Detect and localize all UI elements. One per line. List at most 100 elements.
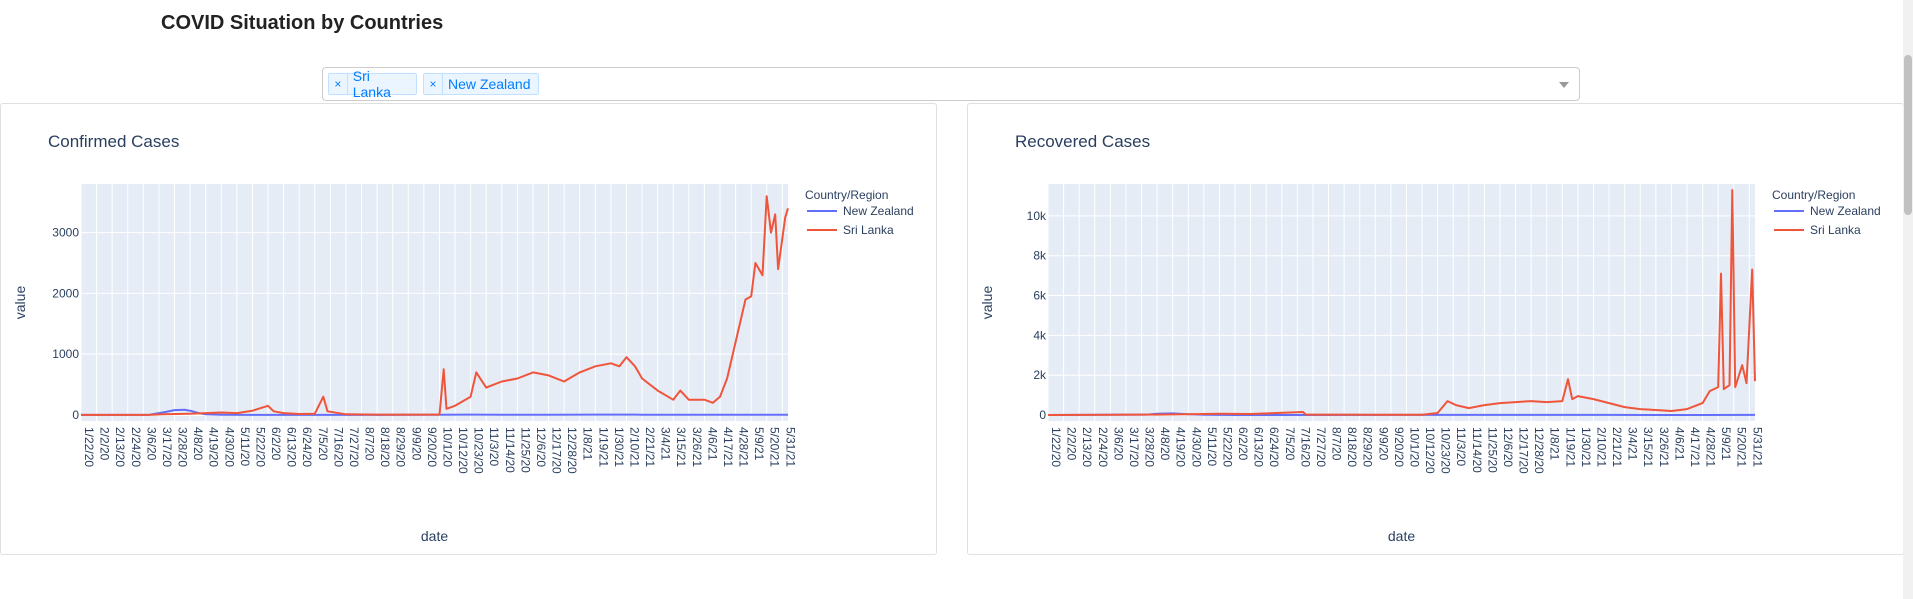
x-tick-label: 4/17/21 bbox=[721, 427, 735, 467]
x-tick-label: 1/30/21 bbox=[612, 427, 626, 467]
x-tick-label: 3/26/21 bbox=[690, 427, 704, 467]
x-tick-label: 8/18/20 bbox=[378, 427, 392, 467]
x-tick-label: 12/28/20 bbox=[565, 427, 579, 474]
chevron-down-icon[interactable] bbox=[1559, 82, 1569, 88]
y-tick-label: 8k bbox=[1033, 249, 1047, 263]
confirmed-cases-chart: Confirmed Cases 1/22/20 2/2/20 2/13/20 2/24/… bbox=[12, 132, 914, 544]
x-tick-label: 4/6/21 bbox=[1672, 427, 1686, 461]
x-tick-label: 9/20/20 bbox=[1392, 427, 1406, 467]
x-tick-label: 2/21/21 bbox=[643, 427, 657, 467]
x-tick-label: 3/17/20 bbox=[1127, 427, 1141, 467]
plot-area bbox=[1048, 184, 1755, 421]
x-tick-label: 4/28/21 bbox=[737, 427, 751, 467]
x-tick-label: 6/2/20 bbox=[1236, 427, 1250, 461]
x-tick-label: 9/20/20 bbox=[425, 427, 439, 467]
x-tick-label: 10/12/20 bbox=[456, 427, 470, 474]
x-tick-label: 4/8/20 bbox=[1158, 427, 1172, 461]
legend-item[interactable]: Sri Lanka bbox=[1810, 223, 1861, 237]
confirmed-cases-card: Confirmed Cases 1/22/20 2/2/20 2/13/20 2/24/… bbox=[0, 103, 937, 555]
legend-item[interactable]: New Zealand bbox=[843, 204, 914, 218]
scrollbar-thumb[interactable] bbox=[1904, 55, 1912, 215]
x-tick-label: 2/2/20 bbox=[1065, 427, 1079, 461]
remove-chip-icon[interactable]: × bbox=[329, 74, 348, 94]
x-tick-label: 2/13/20 bbox=[113, 427, 127, 467]
x-tick-label: 2/10/21 bbox=[1594, 427, 1608, 467]
y-tick-label: 0 bbox=[72, 408, 79, 422]
x-tick-label: 9/9/20 bbox=[409, 427, 423, 461]
x-tick-label: 5/31/21 bbox=[783, 427, 797, 467]
x-tick-label: 1/22/20 bbox=[82, 427, 96, 467]
series-line-sri-lanka[interactable] bbox=[1047, 189, 1756, 416]
y-axis-title: value bbox=[12, 286, 28, 320]
x-tick-label: 12/6/20 bbox=[1501, 427, 1515, 467]
selected-country-chip: × New Zealand bbox=[423, 73, 539, 95]
recovered-cases-chart: Recovered Cases 1/22/20 2/2/20 2/13/20 2/24/… bbox=[979, 132, 1881, 544]
x-tick-label: 11/3/20 bbox=[487, 427, 501, 466]
y-tick-label: 0 bbox=[1039, 408, 1046, 422]
x-tick-label: 10/1/20 bbox=[440, 427, 454, 467]
x-tick-label: 1/8/21 bbox=[581, 427, 595, 461]
x-tick-label: 4/8/20 bbox=[191, 427, 205, 461]
y-tick-label: 6k bbox=[1033, 289, 1047, 303]
x-tick-label: 8/18/20 bbox=[1345, 427, 1359, 467]
x-tick-label: 4/6/21 bbox=[705, 427, 719, 461]
legend-title: Country/Region bbox=[1772, 188, 1855, 202]
x-tick-label: 12/6/20 bbox=[534, 427, 548, 467]
x-tick-label: 2/24/20 bbox=[129, 427, 143, 467]
remove-chip-icon[interactable]: × bbox=[424, 74, 443, 94]
x-tick-label: 11/3/20 bbox=[1454, 427, 1468, 466]
x-tick-label: 7/5/20 bbox=[316, 427, 330, 461]
x-tick-label: 3/4/21 bbox=[1626, 427, 1640, 461]
x-tick-label: 10/23/20 bbox=[1439, 427, 1453, 474]
x-tick-label: 11/25/20 bbox=[1485, 427, 1499, 473]
y-axis-title: value bbox=[979, 286, 995, 320]
x-tick-label: 1/22/20 bbox=[1049, 427, 1063, 467]
x-tick-label: 12/17/20 bbox=[550, 427, 564, 474]
legend-item[interactable]: Sri Lanka bbox=[843, 223, 894, 237]
x-tick-label: 3/15/21 bbox=[674, 427, 688, 467]
x-tick-label: 1/19/21 bbox=[1563, 427, 1577, 467]
x-tick-label: 4/30/20 bbox=[1189, 427, 1203, 467]
x-tick-label: 3/6/20 bbox=[1111, 427, 1125, 461]
x-tick-label: 7/16/20 bbox=[1298, 427, 1312, 467]
x-tick-label: 4/30/20 bbox=[222, 427, 236, 467]
x-tick-label: 6/13/20 bbox=[285, 427, 299, 467]
x-tick-label: 6/13/20 bbox=[1252, 427, 1266, 467]
page-scrollbar[interactable] bbox=[1903, 0, 1913, 599]
x-tick-label: 4/19/20 bbox=[1174, 427, 1188, 467]
y-tick-label: 3000 bbox=[52, 226, 79, 240]
x-tick-label: 5/22/20 bbox=[253, 427, 267, 467]
x-tick-label: 2/13/20 bbox=[1080, 427, 1094, 467]
x-tick-label: 8/29/20 bbox=[394, 427, 408, 467]
x-tick-label: 3/15/21 bbox=[1641, 427, 1655, 467]
x-axis-title: date bbox=[421, 528, 448, 544]
plot-area bbox=[81, 184, 788, 421]
x-tick-label: 7/16/20 bbox=[331, 427, 345, 467]
x-tick-label: 4/19/20 bbox=[207, 427, 221, 467]
x-tick-label: 5/20/21 bbox=[1735, 427, 1749, 467]
x-tick-label: 2/24/20 bbox=[1096, 427, 1110, 467]
x-tick-label: 6/2/20 bbox=[269, 427, 283, 461]
x-tick-label: 4/17/21 bbox=[1688, 427, 1702, 467]
x-tick-label: 9/9/20 bbox=[1376, 427, 1390, 461]
x-tick-label: 4/28/21 bbox=[1704, 427, 1718, 467]
x-tick-label: 3/17/20 bbox=[160, 427, 174, 467]
x-tick-label: 5/31/21 bbox=[1750, 427, 1764, 467]
y-tick-label: 1000 bbox=[52, 347, 79, 361]
country-multiselect[interactable]: × Sri Lanka × New Zealand bbox=[322, 67, 1580, 101]
y-tick-label: 10k bbox=[1027, 209, 1047, 223]
chart-title: Confirmed Cases bbox=[48, 132, 179, 151]
x-tick-label: 6/24/20 bbox=[1267, 427, 1281, 467]
x-tick-label: 2/10/21 bbox=[627, 427, 641, 467]
x-tick-label: 3/6/20 bbox=[144, 427, 158, 461]
series-line-sri-lanka[interactable] bbox=[81, 195, 789, 416]
x-tick-label: 3/4/21 bbox=[659, 427, 673, 461]
x-tick-label: 10/1/20 bbox=[1407, 427, 1421, 467]
x-tick-label: 7/5/20 bbox=[1283, 427, 1297, 461]
x-tick-label: 5/11/20 bbox=[238, 427, 252, 466]
x-tick-label: 7/27/20 bbox=[347, 427, 361, 467]
x-tick-label: 1/19/21 bbox=[596, 427, 610, 467]
y-tick-label: 2k bbox=[1033, 368, 1047, 382]
chip-label: Sri Lanka bbox=[352, 68, 391, 100]
legend-item[interactable]: New Zealand bbox=[1810, 204, 1881, 218]
